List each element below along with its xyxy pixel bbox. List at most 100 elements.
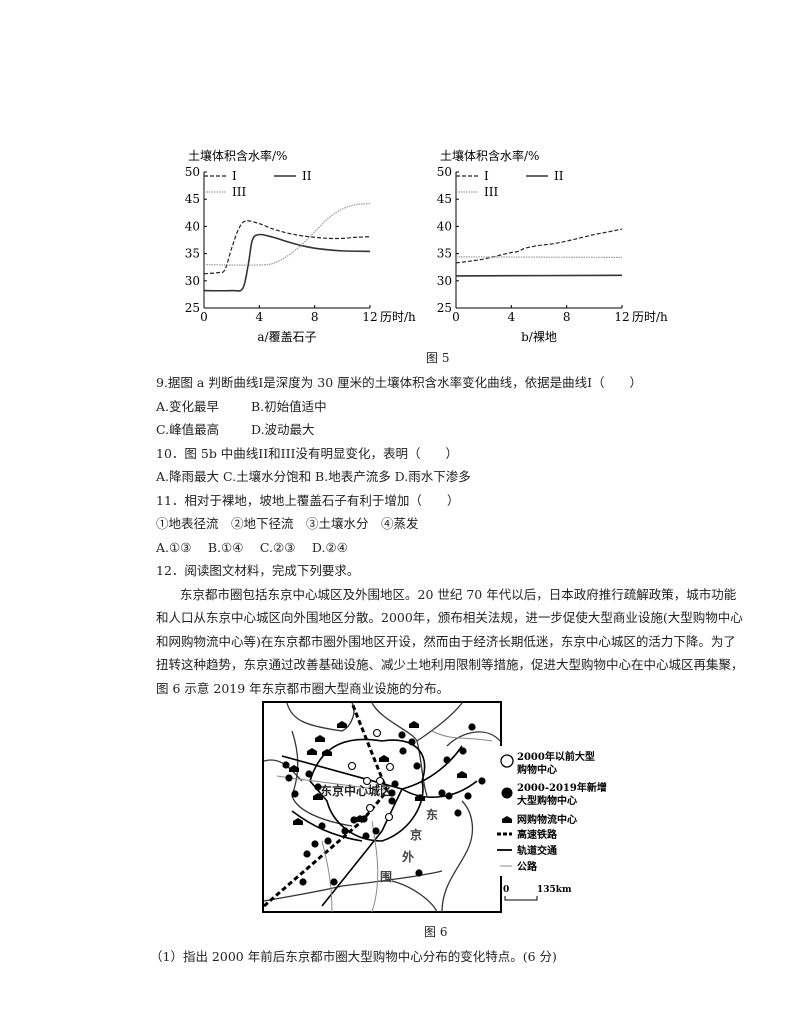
series-line-I [203, 220, 371, 275]
map-center-label: 东京中心城区 [320, 783, 392, 798]
legend-logistics: 网购物流中心 [517, 813, 577, 826]
legend-old-mall: 2000年以前大型 [517, 750, 595, 763]
figure-6-caption: 图 6 [424, 925, 448, 939]
q10-stem: 10．图 5b 中曲线II和III没有明显变化，表明（ ） [156, 446, 458, 461]
legend-label: III [484, 185, 498, 199]
old-mall-marker [347, 761, 357, 771]
logistics-center-marker [355, 815, 365, 822]
q11-items: ①地表径流 ②地下径流 ③土壤水分 ④蒸发 [156, 516, 419, 531]
map-legend-panel: 2000年以前大型 购物中心 2000-2019年新增 大型购物中心 网购物流中… [497, 750, 607, 901]
q10-options: A.降雨最大 C.土壤水分饱和 B.地表产流多 D.雨水下渗多 [156, 469, 471, 484]
tokyo-commercial-map: 东京中心城区 东 京 外 围 [262, 701, 502, 913]
new-mall-marker [330, 878, 338, 886]
q9-option-b: B.初始值适中 [251, 399, 327, 414]
logistics-center-marker [313, 793, 323, 800]
q9-option-c: C.峰值最高 [156, 422, 220, 437]
q12-stem: 12．阅读图文材料，完成下列要求。 [156, 563, 360, 578]
y-axis-label: 土壤体积含水率/% [440, 148, 539, 163]
y-tick-label: 30 [437, 274, 452, 288]
old-mall-marker [365, 803, 375, 813]
logistics-center-marker [379, 755, 389, 762]
series-line-III [455, 256, 623, 259]
x-tick-label: 4 [256, 310, 264, 324]
new-mall-marker [398, 731, 406, 739]
old-mall-marker [385, 762, 395, 772]
chart-title: b/裸地 [521, 329, 557, 344]
new-mall-marker [454, 809, 462, 817]
legend-old-mall: 购物中心 [517, 763, 557, 776]
y-tick-label: 50 [185, 165, 200, 179]
logistics-legend-icon [502, 816, 512, 823]
logistics-center-marker [322, 749, 332, 756]
new-mall-marker [478, 777, 486, 785]
legend-new-mall: 2000-2019年新增 [517, 781, 607, 794]
legend-hsr: 高速铁路 [517, 828, 558, 841]
new-mall-marker [413, 762, 421, 770]
map-legend [497, 746, 502, 876]
q9-stem: 9.据图 a 判断曲线I是深度为 30 厘米的土壤体积含水率变化曲线，依据是曲线… [156, 375, 643, 390]
new-mall-marker [372, 827, 380, 835]
high-speed-rail [263, 702, 389, 908]
new-mall-marker [311, 840, 319, 848]
q11-stem: 11．相对于裸地，坡地上覆盖石子有利于增加（ ） [156, 493, 460, 508]
new-mall-marker [282, 761, 290, 769]
new-mall-marker [318, 822, 326, 830]
y-tick-label: 45 [437, 192, 452, 206]
new-mall-marker [408, 738, 416, 746]
new-mall-marker [399, 747, 407, 755]
legend-label: II [302, 169, 312, 183]
old-mall-marker [375, 776, 385, 786]
y-tick-label: 40 [437, 219, 452, 233]
x-tick-label: 12 [362, 310, 377, 324]
new-mall-marker [314, 783, 322, 791]
figure-5-caption: 图 5 [426, 351, 450, 365]
logistics-center-marker [415, 794, 425, 801]
logistics-center-marker [315, 735, 325, 742]
series-line-I [455, 228, 623, 264]
q12-paragraph-line: 图 6 示意 2019 年东京都市圈大型商业设施的分布。 [156, 681, 450, 696]
legend-label: II [554, 169, 564, 183]
scale-bar [504, 896, 538, 901]
legend-label: I [484, 169, 489, 183]
y-tick-label: 25 [185, 301, 200, 315]
q9-option-d: D.波动最大 [251, 422, 315, 437]
rail-lines [281, 738, 478, 907]
x-tick-label: 8 [311, 310, 319, 324]
new-mall-marker [388, 789, 396, 797]
q12-sub1: （1）指出 2000 年前后东京都市圈大型购物中心分布的变化特点。(6 分) [150, 949, 557, 964]
q12-paragraph-line: 和人口从东京中心城区向外围地区分散。2000年，颁布相关法规，进一步促使大型商业… [156, 610, 743, 625]
series-line-II [455, 274, 623, 277]
legend-rail: 轨道交通 [517, 844, 557, 857]
new-mall-marker [443, 756, 451, 764]
x-tick-label: 0 [200, 310, 208, 324]
map-outer-label: 外 [402, 849, 414, 864]
logistics-center-marker [457, 771, 467, 778]
y-tick-label: 45 [185, 192, 200, 206]
new-mall-marker [303, 850, 311, 858]
x-tick-label: 8 [563, 310, 571, 324]
legend-label: I [232, 169, 237, 183]
old-mall-marker [372, 728, 382, 738]
new-mall-marker [438, 789, 446, 797]
y-tick-label: 35 [185, 247, 200, 261]
new-mall-marker [305, 770, 313, 778]
new-mall-marker [388, 797, 396, 805]
scale-distance: 135km [537, 885, 572, 895]
q12-paragraph-line: 和网购物流中心等)在东京都市圈外围地区开设，然而由于经济长期低迷，东京中心城区的… [156, 634, 736, 649]
logistics-center-marker [289, 765, 299, 772]
old-mall-legend-icon [500, 754, 514, 768]
new-mall-marker [468, 723, 476, 731]
y-tick-label: 35 [437, 247, 452, 261]
scale-zero: 0 [503, 885, 509, 895]
legend-road: 公路 [517, 860, 538, 873]
new-mall-marker [324, 837, 332, 845]
x-tick-label: 4 [508, 310, 516, 324]
new-mall-marker [291, 790, 299, 798]
x-tick-label: 0 [452, 310, 460, 324]
logistics-center-marker [337, 721, 347, 728]
new-mall-marker [341, 827, 349, 835]
new-mall-marker [285, 774, 293, 782]
new-mall-marker [415, 869, 423, 877]
x-axis-label: 历时/h [632, 310, 668, 324]
